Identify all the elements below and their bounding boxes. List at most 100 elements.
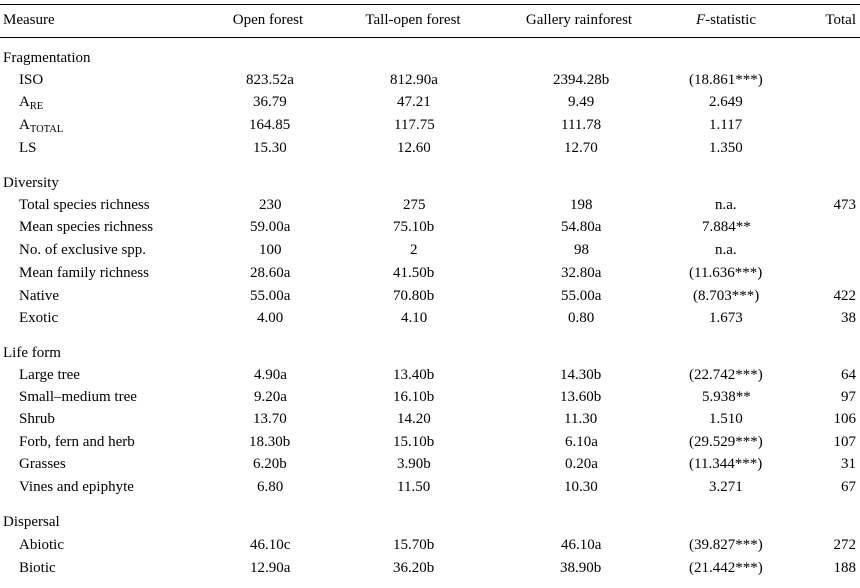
section-heading-row: Diversity	[0, 172, 860, 194]
row-label-text: Mean family richness	[19, 265, 149, 281]
cell-tall-open-forest: 11.50	[397, 479, 431, 495]
cell-f-statistic: 7.884**	[702, 219, 751, 235]
cell-total: 38	[841, 310, 856, 326]
table-header-row: Measure Open forest Tall-open forest Gal…	[0, 9, 860, 31]
row-label-text: Shrub	[19, 411, 55, 427]
section-title: Fragmentation	[3, 50, 91, 66]
cell-f-statistic: 1.350	[709, 140, 743, 156]
cell-gallery-rainforest: 10.30	[564, 479, 598, 495]
cell-open-forest: 15.30	[253, 140, 287, 156]
cell-open-forest: 6.20b	[253, 456, 287, 472]
cell-total: 422	[833, 288, 857, 304]
row-label-text: Small–medium tree	[19, 389, 137, 405]
cell-tall-open-forest: 70.80b	[393, 288, 435, 304]
cell-tall-open-forest: 75.10b	[393, 219, 435, 235]
table-row: Mean family richness 28.60a 41.50b 32.80a (1…	[0, 262, 860, 284]
cell-f-statistic: (18.861***)	[689, 72, 763, 88]
header-measure: Measure	[3, 12, 55, 28]
row-label-text: Large tree	[19, 367, 80, 383]
row-label-subscript: TOTAL	[29, 124, 64, 135]
row-label-text: Vines and epiphyte	[19, 479, 134, 495]
table-row: ISO 823.52a 812.90a 2394.28b (18.861***)	[0, 69, 860, 91]
cell-gallery-rainforest: 2394.28b	[553, 72, 610, 88]
cell-open-forest: 9.20a	[254, 389, 287, 405]
cell-open-forest: 18.30b	[249, 434, 291, 450]
cell-f-statistic: 1.510	[709, 411, 743, 427]
cell-f-statistic: n.a.	[715, 242, 737, 258]
cell-tall-open-forest: 2	[410, 242, 418, 258]
section-title: Life form	[3, 345, 61, 361]
cell-gallery-rainforest: 0.20a	[565, 456, 598, 472]
header-gallery-rainforest: Gallery rainforest	[525, 12, 633, 28]
cell-gallery-rainforest: 14.30b	[560, 367, 602, 383]
row-label: Exotic	[19, 307, 58, 329]
cell-tall-open-forest: 16.10b	[393, 389, 435, 405]
cell-gallery-rainforest: 13.60b	[560, 389, 602, 405]
cell-open-forest: 55.00a	[250, 288, 291, 304]
cell-tall-open-forest: 117.75	[394, 117, 435, 133]
cell-tall-open-forest: 4.10	[401, 310, 428, 326]
cell-f-statistic: 1.673	[709, 310, 743, 326]
cell-open-forest: 100	[259, 242, 282, 258]
header-open-forest: Open forest	[232, 12, 304, 28]
cell-open-forest: 13.70	[253, 411, 287, 427]
row-label-text: Forb, fern and herb	[19, 434, 135, 450]
row-label-text: Abiotic	[19, 537, 64, 553]
cell-tall-open-forest: 47.21	[397, 94, 431, 110]
cell-open-forest: 4.00	[257, 310, 284, 326]
row-label-text: Biotic	[19, 560, 56, 576]
cell-gallery-rainforest: 98	[574, 242, 589, 258]
cell-gallery-rainforest: 12.70	[564, 140, 598, 156]
cell-f-statistic: 5.938**	[702, 389, 751, 405]
row-label: Grasses	[19, 453, 66, 475]
section-title: Diversity	[3, 175, 59, 191]
section-title: Dispersal	[3, 514, 60, 530]
row-label: LS	[19, 137, 37, 159]
cell-tall-open-forest: 3.90b	[397, 456, 431, 472]
cell-tall-open-forest: 275	[403, 197, 426, 213]
cell-tall-open-forest: 13.40b	[393, 367, 435, 383]
cell-total: 188	[833, 560, 857, 576]
table-row: Total species richness 230 275 198 n.a. 473	[0, 194, 860, 216]
row-label-text: Grasses	[19, 456, 66, 472]
cell-tall-open-forest: 41.50b	[393, 265, 435, 281]
cell-gallery-rainforest: 11.30	[564, 411, 598, 427]
cell-gallery-rainforest: 55.00a	[561, 288, 602, 304]
cell-f-statistic: n.a.	[715, 197, 737, 213]
row-label: No. of exclusive spp.	[19, 239, 146, 261]
cell-tall-open-forest: 14.20	[397, 411, 431, 427]
row-label-text: No. of exclusive spp.	[19, 242, 147, 258]
cell-open-forest: 230	[259, 197, 282, 213]
table-row: Shrub 13.70 14.20 11.30 1.510 106	[0, 408, 860, 430]
table-row: Small–medium tree 9.20a 16.10b 13.60b 5.938*…	[0, 386, 860, 408]
table-row: No. of exclusive spp. 100 2 98 n.a.	[0, 239, 860, 261]
row-label-text: A	[19, 94, 30, 110]
cell-total: 106	[833, 411, 857, 427]
cell-f-statistic: (29.529***)	[689, 434, 763, 450]
cell-open-forest: 4.90a	[254, 367, 287, 383]
cell-tall-open-forest: 812.90a	[390, 72, 438, 88]
cell-gallery-rainforest: 9.49	[568, 94, 595, 110]
cell-tall-open-forest: 15.70b	[393, 537, 435, 553]
table-header-rule	[0, 37, 860, 38]
cell-f-statistic: 1.117	[709, 117, 743, 133]
row-label: Large tree	[19, 364, 80, 386]
cell-f-statistic: (11.344***)	[689, 456, 763, 472]
table-row: Large tree 4.90a 13.40b 14.30b (22.742***) 64	[0, 364, 860, 386]
cell-gallery-rainforest: 111.78	[561, 117, 602, 133]
table-row: Abiotic 46.10c 15.70b 46.10a (39.827***) 272	[0, 534, 860, 556]
cell-f-statistic: 2.649	[709, 94, 743, 110]
table-row: Mean species richness 59.00a 75.10b 54.80a 7…	[0, 216, 860, 238]
cell-f-statistic: 3.271	[709, 479, 743, 495]
row-label: Biotic	[19, 557, 56, 579]
row-label-text: Mean species richness	[19, 219, 154, 235]
cell-open-forest: 28.60a	[250, 265, 291, 281]
row-label-text: ISO	[19, 72, 44, 88]
table-row: Grasses 6.20b 3.90b 0.20a (11.344***) 31	[0, 453, 860, 475]
row-label: ISO	[19, 69, 43, 91]
cell-gallery-rainforest: 6.10a	[565, 434, 598, 450]
table-row: Native 55.00a 70.80b 55.00a (8.703***) 422	[0, 285, 860, 307]
cell-open-forest: 164.85	[249, 117, 291, 133]
cell-open-forest: 46.10c	[250, 537, 291, 553]
cell-f-statistic: (11.636***)	[689, 265, 763, 281]
